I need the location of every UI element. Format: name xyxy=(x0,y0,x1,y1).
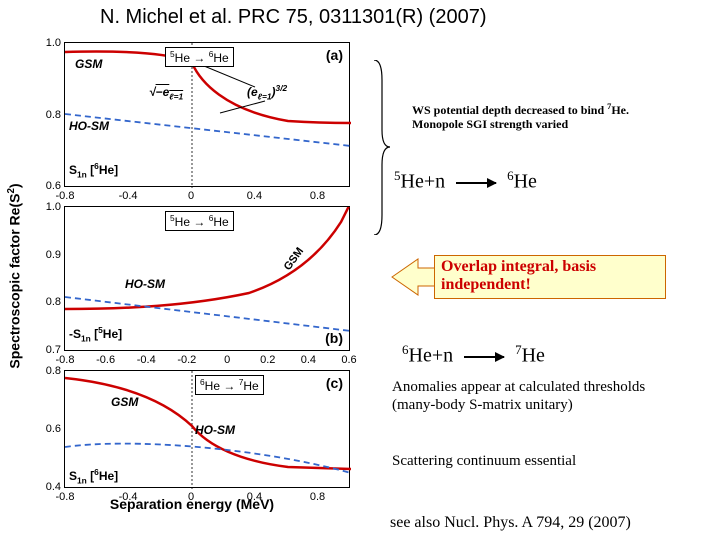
panel-b-box: 5He → 6He xyxy=(165,211,234,231)
arrow-icon xyxy=(464,356,504,358)
panel-c-s1n: S1n [6He] xyxy=(69,467,118,485)
scattering-note: Scattering continuum essential xyxy=(392,452,692,470)
panel-a-tag: (a) xyxy=(326,47,343,63)
svg-text:GSM: GSM xyxy=(282,245,306,272)
y-axis-label: Spectroscopic factor Re(S2) xyxy=(6,183,23,368)
reaction-2: 6He+n 7He xyxy=(402,342,545,368)
panel-b: GSM 1.0 0.9 0.8 0.7 -0.8 -0.6 -0.4 -0.2 … xyxy=(64,206,350,351)
panel-c-gsm: GSM xyxy=(111,395,138,409)
panel-c: 0.8 0.6 0.4 -0.8 -0.4 0 0.4 0.8 (c) 6He … xyxy=(64,370,350,488)
panel-a: 1.0 0.8 0.6 -0.8 -0.4 0 0.4 0.8 (a) 5He … xyxy=(64,42,350,187)
slide-title: N. Michel et al. PRC 75, 0311301(R) (200… xyxy=(100,6,486,29)
panel-c-ho: HO-SM xyxy=(195,423,235,437)
panel-a-gsm: GSM xyxy=(75,57,102,71)
panel-b-s1n: -S1n [5He] xyxy=(69,325,122,343)
footer-reference: see also Nucl. Phys. A 794, 29 (2007) xyxy=(390,514,631,532)
arrow-left-icon xyxy=(390,255,438,299)
panel-b-tag: (b) xyxy=(325,330,343,346)
arrow-icon xyxy=(456,182,496,184)
overlap-box: Overlap integral, basis independent! xyxy=(434,255,666,299)
panel-a-s1n: S1n [6He] xyxy=(69,161,118,179)
panel-a-pow: (eℓ=1)3/2 xyxy=(247,83,287,101)
anomaly-note: Anomalies appear at calculated threshold… xyxy=(392,378,692,414)
ws-note: WS potential depth decreased to bind 7He… xyxy=(412,102,672,132)
panel-a-ho: HO-SM xyxy=(69,119,109,133)
panel-c-tag: (c) xyxy=(326,375,343,391)
panel-a-sqrt: √−eℓ=1 xyxy=(149,85,183,101)
reaction-1: 5He+n 6He xyxy=(394,168,537,194)
panel-b-ho: HO-SM xyxy=(125,277,165,291)
panel-a-box: 5He → 6He xyxy=(165,47,234,67)
panel-c-box: 6He → 7He xyxy=(195,375,264,395)
plot-area: Spectroscopic factor Re(S2) Separation e… xyxy=(24,42,360,510)
brace-icon xyxy=(370,60,390,235)
